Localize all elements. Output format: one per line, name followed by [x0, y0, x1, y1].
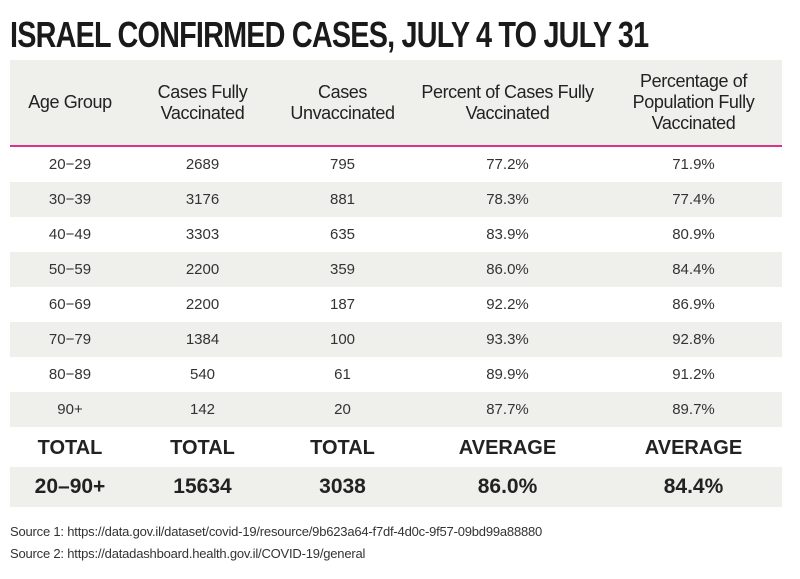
table-cell: 20−29: [48, 156, 92, 173]
summary-value: 15634: [173, 475, 232, 498]
table-cell: 83.9%: [486, 226, 529, 243]
summary-value: 84.4%: [663, 475, 724, 498]
table-cell: 70−79: [48, 331, 92, 348]
table-cell: 92.2%: [486, 296, 529, 313]
table-cell: 142: [189, 401, 216, 418]
table-row: 30−39 3176 881 78.3% 77.4%: [10, 182, 782, 217]
table-row: 50−59 2200 359 86.0% 84.4%: [10, 252, 782, 287]
column-header: Percent of Cases Fully Vaccinated: [421, 81, 594, 123]
table-cell: 89.9%: [486, 366, 529, 383]
table-cell: 71.9%: [672, 156, 715, 173]
table-cell: 2200: [185, 296, 220, 313]
table-cell: 540: [189, 366, 216, 383]
table-row: 80−89 540 61 89.9% 91.2%: [10, 357, 782, 392]
table-cell: 91.2%: [672, 366, 715, 383]
table-cell: 86.0%: [486, 261, 529, 278]
table-cell: 795: [329, 156, 356, 173]
table-title: ISRAEL CONFIRMED CASES, JULY 4 TO JULY 3…: [10, 14, 649, 55]
table-cell: 3303: [185, 226, 220, 243]
table-row: 60−69 2200 187 92.2% 86.9%: [10, 287, 782, 322]
cases-table: Age Group Cases Fully Vaccinated Cases Unv…: [10, 60, 782, 507]
summary-label: TOTAL: [37, 436, 103, 459]
summary-value: 3038: [319, 475, 366, 498]
source-1: Source 1: https://data.gov.il/dataset/co…: [10, 524, 543, 539]
source-2: Source 2: https://datadashboard.health.g…: [10, 546, 366, 561]
table-cell: 2200: [185, 261, 220, 278]
table-cell: 92.8%: [672, 331, 715, 348]
summary-label: TOTAL: [310, 436, 375, 459]
table-cell: 90+: [57, 401, 83, 418]
table-cell: 2689: [185, 156, 220, 173]
table-cell: 100: [329, 331, 356, 348]
table-cell: 30−39: [48, 191, 92, 208]
table-cell: 93.3%: [486, 331, 529, 348]
summary-label: AVERAGE: [458, 436, 557, 459]
summary-values-row: 20–90+ 15634 3038 86.0% 84.4%: [10, 467, 782, 507]
table-cell: 1384: [185, 331, 220, 348]
summary-value: 20–90+: [34, 475, 106, 498]
table-cell: 89.7%: [672, 401, 715, 418]
table-header: Age Group Cases Fully Vaccinated Cases Unv…: [10, 60, 782, 147]
table-cell: 60−69: [48, 296, 92, 313]
table-cell: 61: [334, 366, 351, 383]
summary-label: TOTAL: [170, 436, 235, 459]
table-row: 40−49 3303 635 83.9% 80.9%: [10, 217, 782, 252]
table-cell: 87.7%: [486, 401, 529, 418]
table-row: 70−79 1384 100 93.3% 92.8%: [10, 322, 782, 357]
table-cell: 78.3%: [486, 191, 529, 208]
table-cell: 77.2%: [486, 156, 529, 173]
table-cell: 77.4%: [672, 191, 715, 208]
table-cell: 359: [329, 261, 356, 278]
column-header: Cases Unvaccinated: [290, 81, 395, 123]
table-cell: 881: [329, 191, 356, 208]
table-cell: 86.9%: [672, 296, 715, 313]
table-cell: 187: [329, 296, 356, 313]
table-row: 20−29 2689 795 77.2% 71.9%: [10, 147, 782, 182]
summary-value: 86.0%: [477, 475, 538, 498]
summary-label: AVERAGE: [644, 436, 743, 459]
table-cell: 80−89: [48, 366, 92, 383]
column-header: Cases Fully Vaccinated: [157, 81, 248, 123]
table-cell: 20: [334, 401, 351, 418]
table-cell: 80.9%: [672, 226, 715, 243]
table-cell: 40−49: [48, 226, 92, 243]
column-header: Percentage of Population Fully Vaccinated: [632, 71, 755, 133]
summary-labels-row: TOTAL TOTAL TOTAL AVERAGE AVERAGE: [10, 429, 782, 467]
table-cell: 635: [329, 226, 356, 243]
table-cell: 50−59: [48, 261, 92, 278]
table-row: 90+ 142 20 87.7% 89.7%: [10, 392, 782, 427]
table-cell: 84.4%: [672, 261, 715, 278]
column-header: Age Group: [28, 92, 112, 112]
table-cell: 3176: [185, 191, 220, 208]
